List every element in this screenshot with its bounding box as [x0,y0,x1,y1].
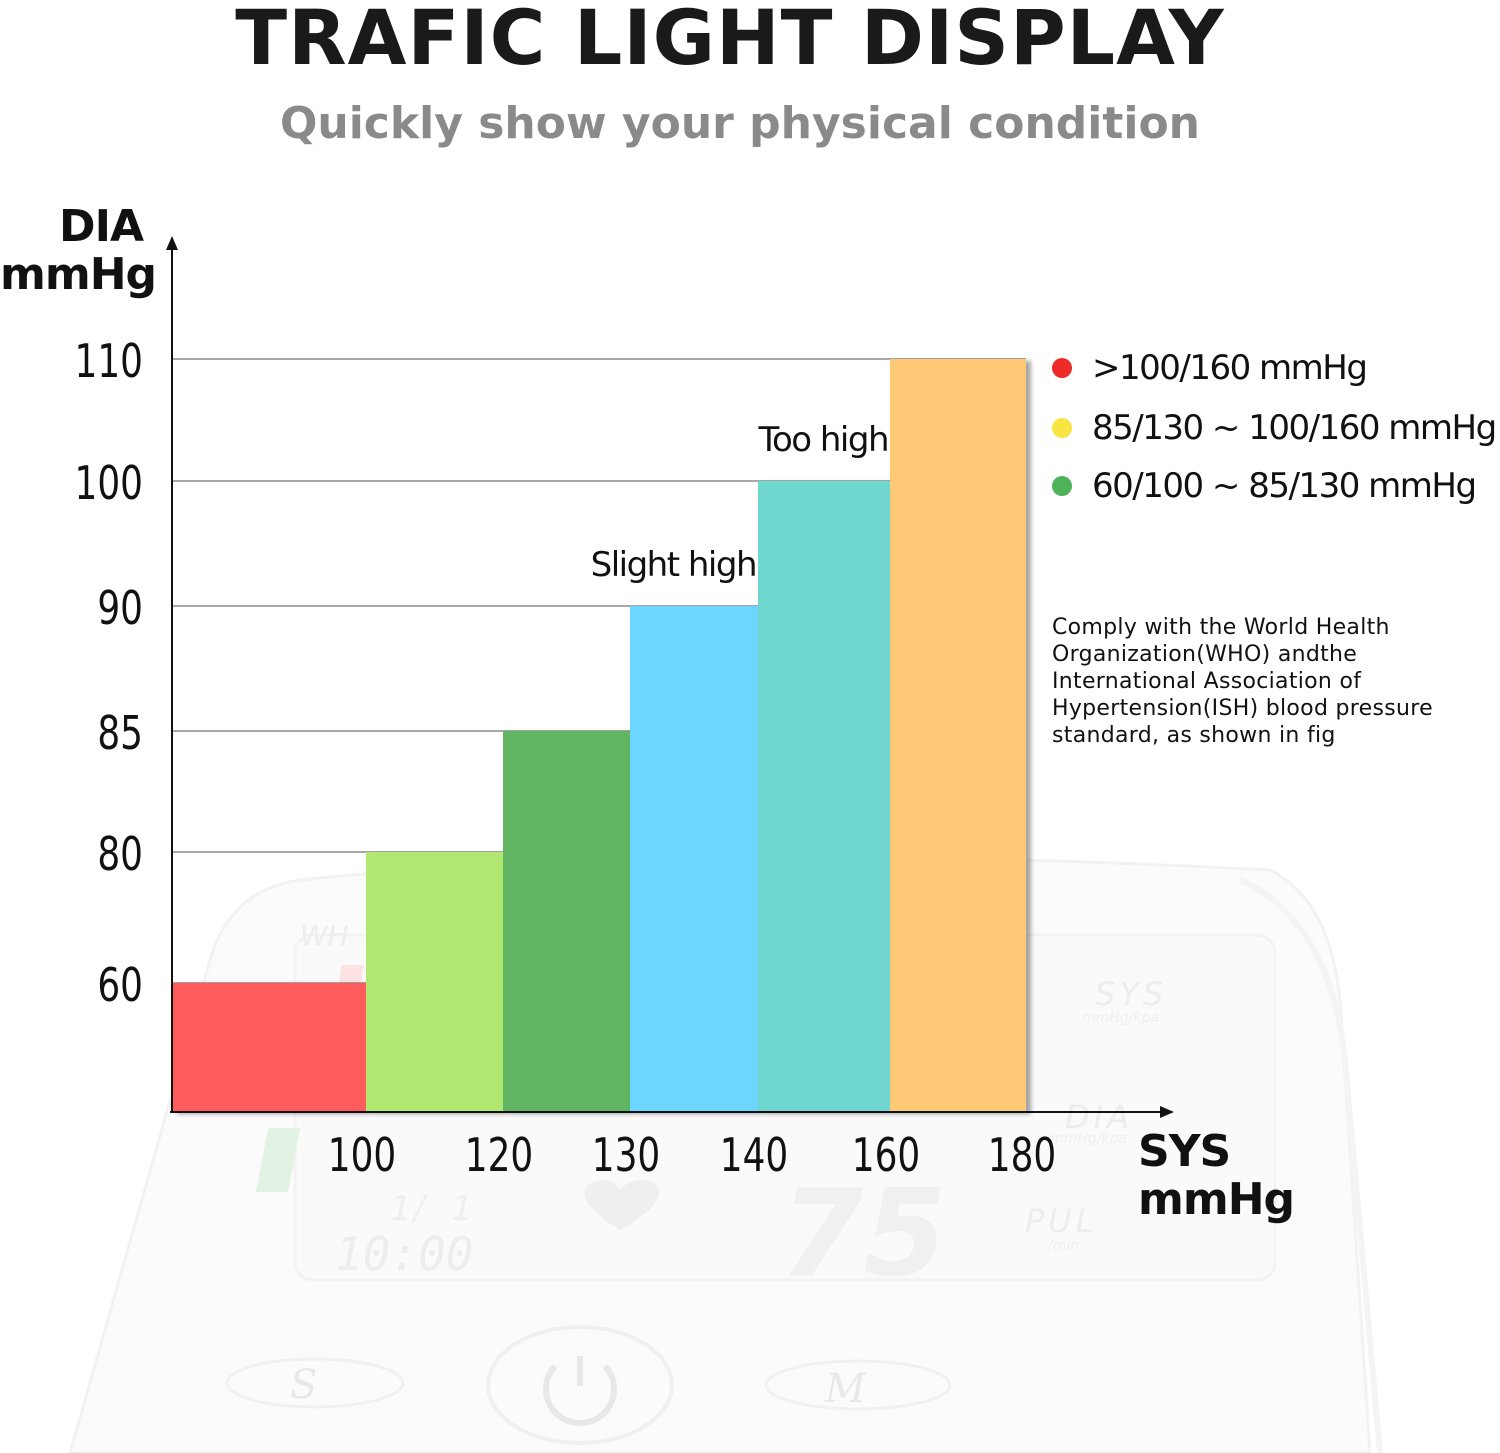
y-tick-label: 90 [97,582,143,636]
x-axis-title-line: mmHg [1138,1174,1295,1225]
legend-label: 60/100 ~ 85/130 mmHg [1092,466,1477,506]
y-axis-title-line: mmHg [0,249,157,300]
yellow-dot-icon [1052,418,1072,438]
bar-3 [503,731,630,1112]
red-dot-icon [1052,358,1072,378]
annotations: Slight high Too high [591,420,890,585]
x-tick-label: 160 [852,1129,920,1183]
legend-item-red: >100/160 mmHg [1052,348,1368,388]
bar-1 [172,983,366,1112]
y-tick-label: 60 [97,959,143,1013]
x-tick-label: 120 [465,1129,533,1183]
x-axis-title: SYS mmHg [1138,1128,1338,1224]
bar-annotation: Too high [757,420,888,460]
y-axis-title-line: DIA [59,201,144,252]
bar-annotation: Slight high [591,545,756,585]
svg-text:1/ 1: 1/ 1 [390,1189,472,1229]
svg-text:75: 75 [780,1165,947,1304]
green-dot-icon [1052,476,1072,496]
bar-2 [366,852,503,1112]
page-title: TRAFIC LIGHT DISPLAY [235,0,1225,82]
svg-text:mmHg/kpa: mmHg/kpa [1082,1010,1159,1026]
svg-text:WH: WH [300,919,349,952]
svg-text:PUL: PUL [1025,1202,1098,1240]
legend-label: 85/130 ~ 100/160 mmHg [1092,408,1497,448]
svg-text:S: S [290,1362,317,1408]
y-axis-arrow [166,236,178,250]
legend-label: >100/160 mmHg [1092,348,1368,388]
page-subtitle: Quickly show your physical condition [279,98,1201,149]
x-tick-label: 140 [720,1129,788,1183]
y-axis-title: DIA mmHg [0,201,157,300]
x-tick-label: 100 [328,1129,396,1183]
svg-text:M: M [824,1366,867,1412]
bar-5 [758,481,890,1112]
standard-note: Comply with the World Health Organizatio… [1052,615,1433,748]
bar-4 [630,606,758,1112]
svg-text:/min: /min [1046,1238,1079,1254]
svg-text:SYS: SYS [1095,975,1167,1013]
svg-text:mmHg/kpa: mmHg/kpa [1050,1131,1127,1147]
y-tick-label: 110 [75,335,143,389]
x-tick-label: 180 [988,1129,1056,1183]
bars [172,359,1026,1112]
x-axis-arrow [1160,1106,1174,1118]
y-tick-label: 80 [97,828,143,882]
y-tick-label: 85 [97,707,143,761]
y-tick-label: 100 [75,457,143,511]
tick-labels: 60 80 85 90 100 110 100 120 130 140 160 180 [75,335,1057,1183]
x-axis-title-line: SYS [1138,1126,1231,1177]
svg-text:10:00: 10:00 [335,1227,473,1281]
legend-item-yellow: 85/130 ~ 100/160 mmHg [1052,408,1497,448]
x-tick-label: 130 [592,1129,660,1183]
legend-item-green: 60/100 ~ 85/130 mmHg [1052,466,1477,506]
bar-6 [890,359,1026,1112]
svg-text:DIA: DIA [1065,1098,1133,1136]
